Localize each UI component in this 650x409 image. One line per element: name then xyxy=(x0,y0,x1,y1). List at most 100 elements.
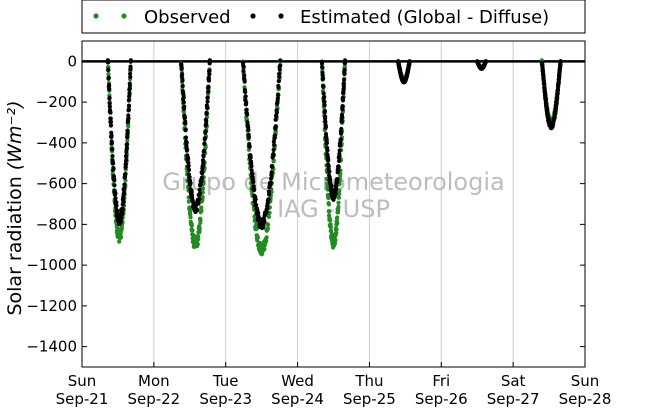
estimated-point xyxy=(113,196,118,201)
observed-point xyxy=(327,209,332,214)
estimated-point xyxy=(277,67,282,72)
observed-point xyxy=(188,215,193,220)
estimated-point xyxy=(338,143,343,148)
estimated-point xyxy=(207,72,212,77)
estimated-point xyxy=(107,87,112,92)
observed-point xyxy=(333,237,338,243)
legend-marker-observed xyxy=(121,13,127,19)
estimated-point xyxy=(268,180,273,185)
legend-label-estimated: Estimated (Global - Diffuse) xyxy=(300,7,549,28)
observed-point xyxy=(126,124,131,129)
estimated-point xyxy=(326,164,331,169)
estimated-point xyxy=(342,67,347,73)
estimated-point xyxy=(246,135,252,140)
estimated-point xyxy=(320,65,325,70)
estimated-point xyxy=(197,187,202,192)
observed-point xyxy=(198,218,203,223)
estimated-point xyxy=(106,67,111,72)
estimated-point xyxy=(542,81,547,87)
estimated-point xyxy=(202,149,207,154)
estimated-point xyxy=(202,141,207,146)
estimated-point xyxy=(197,196,202,202)
estimated-point xyxy=(247,144,252,149)
estimated-point xyxy=(272,143,277,148)
estimated-point xyxy=(340,107,345,112)
grid xyxy=(153,41,514,367)
estimated-point xyxy=(107,95,112,100)
estimated-point xyxy=(339,119,344,124)
observed-point xyxy=(334,230,339,236)
estimated-point xyxy=(241,69,246,74)
estimated-point xyxy=(188,180,193,186)
estimated-point xyxy=(333,191,338,196)
estimated-point xyxy=(266,197,271,202)
estimated-point xyxy=(114,202,119,208)
observed-point xyxy=(328,225,333,230)
estimated-point xyxy=(108,119,114,124)
estimated-point xyxy=(321,91,326,96)
estimated-point xyxy=(275,93,281,98)
estimated-point xyxy=(206,78,212,83)
y-axis-label-unit: (Wm⁻²) xyxy=(4,100,26,170)
observed-point xyxy=(266,222,271,227)
observed-point xyxy=(191,233,196,238)
observed-point xyxy=(186,199,191,204)
estimated-point xyxy=(277,63,283,68)
estimated-point xyxy=(108,116,113,121)
estimated-point xyxy=(341,87,346,92)
estimated-point xyxy=(119,215,124,220)
estimated-point xyxy=(335,177,340,182)
x-tick-weekday: Tue xyxy=(212,372,239,390)
estimated-point xyxy=(322,99,327,104)
y-tick-label: 0 xyxy=(67,52,77,70)
estimated-point xyxy=(328,177,333,182)
observed-point xyxy=(335,221,340,226)
estimated-point xyxy=(329,183,334,188)
estimated-point xyxy=(205,99,210,104)
estimated-point xyxy=(322,108,328,114)
estimated-point xyxy=(267,192,272,197)
estimated-point xyxy=(277,74,282,79)
x-tick-date: Sep-25 xyxy=(343,390,396,408)
x-tick-weekday: Thu xyxy=(354,372,383,390)
estimated-point xyxy=(323,119,328,124)
observed-point xyxy=(267,210,272,215)
estimated-point xyxy=(322,103,327,108)
observed-point xyxy=(200,194,205,200)
estimated-point xyxy=(197,191,203,196)
estimated-point xyxy=(181,100,186,105)
series-estimated xyxy=(105,58,563,231)
observed-point xyxy=(337,188,342,193)
observed-point xyxy=(326,202,331,207)
estimated-point xyxy=(180,83,185,89)
observed-point xyxy=(254,227,259,232)
estimated-point xyxy=(205,95,210,100)
estimated-point xyxy=(184,140,189,145)
x-tick-weekday: Wed xyxy=(281,372,314,390)
estimated-point xyxy=(108,123,114,128)
estimated-point xyxy=(124,154,129,160)
estimated-point xyxy=(126,98,131,103)
estimated-point xyxy=(322,94,327,99)
observed-point xyxy=(326,195,331,201)
estimated-point xyxy=(122,190,127,195)
estimated-point xyxy=(336,164,341,170)
legend-marker-estimated xyxy=(250,13,256,19)
estimated-point xyxy=(340,98,346,103)
estimated-point xyxy=(248,155,253,160)
estimated-point xyxy=(183,121,188,126)
series-observed xyxy=(105,58,563,257)
estimated-point xyxy=(261,224,266,229)
estimated-point xyxy=(198,182,203,187)
estimated-point xyxy=(207,58,213,63)
estimated-point xyxy=(125,130,130,136)
estimated-point xyxy=(118,219,123,224)
observed-point xyxy=(125,138,130,143)
estimated-point xyxy=(339,115,345,120)
estimated-point xyxy=(113,190,118,195)
estimated-point xyxy=(112,183,117,188)
estimated-point xyxy=(204,119,209,124)
estimated-point xyxy=(126,116,131,121)
axis-ticks: 0−200−400−600−800−1000−1200−1400SunSep-2… xyxy=(26,52,611,408)
estimated-point xyxy=(106,75,111,80)
